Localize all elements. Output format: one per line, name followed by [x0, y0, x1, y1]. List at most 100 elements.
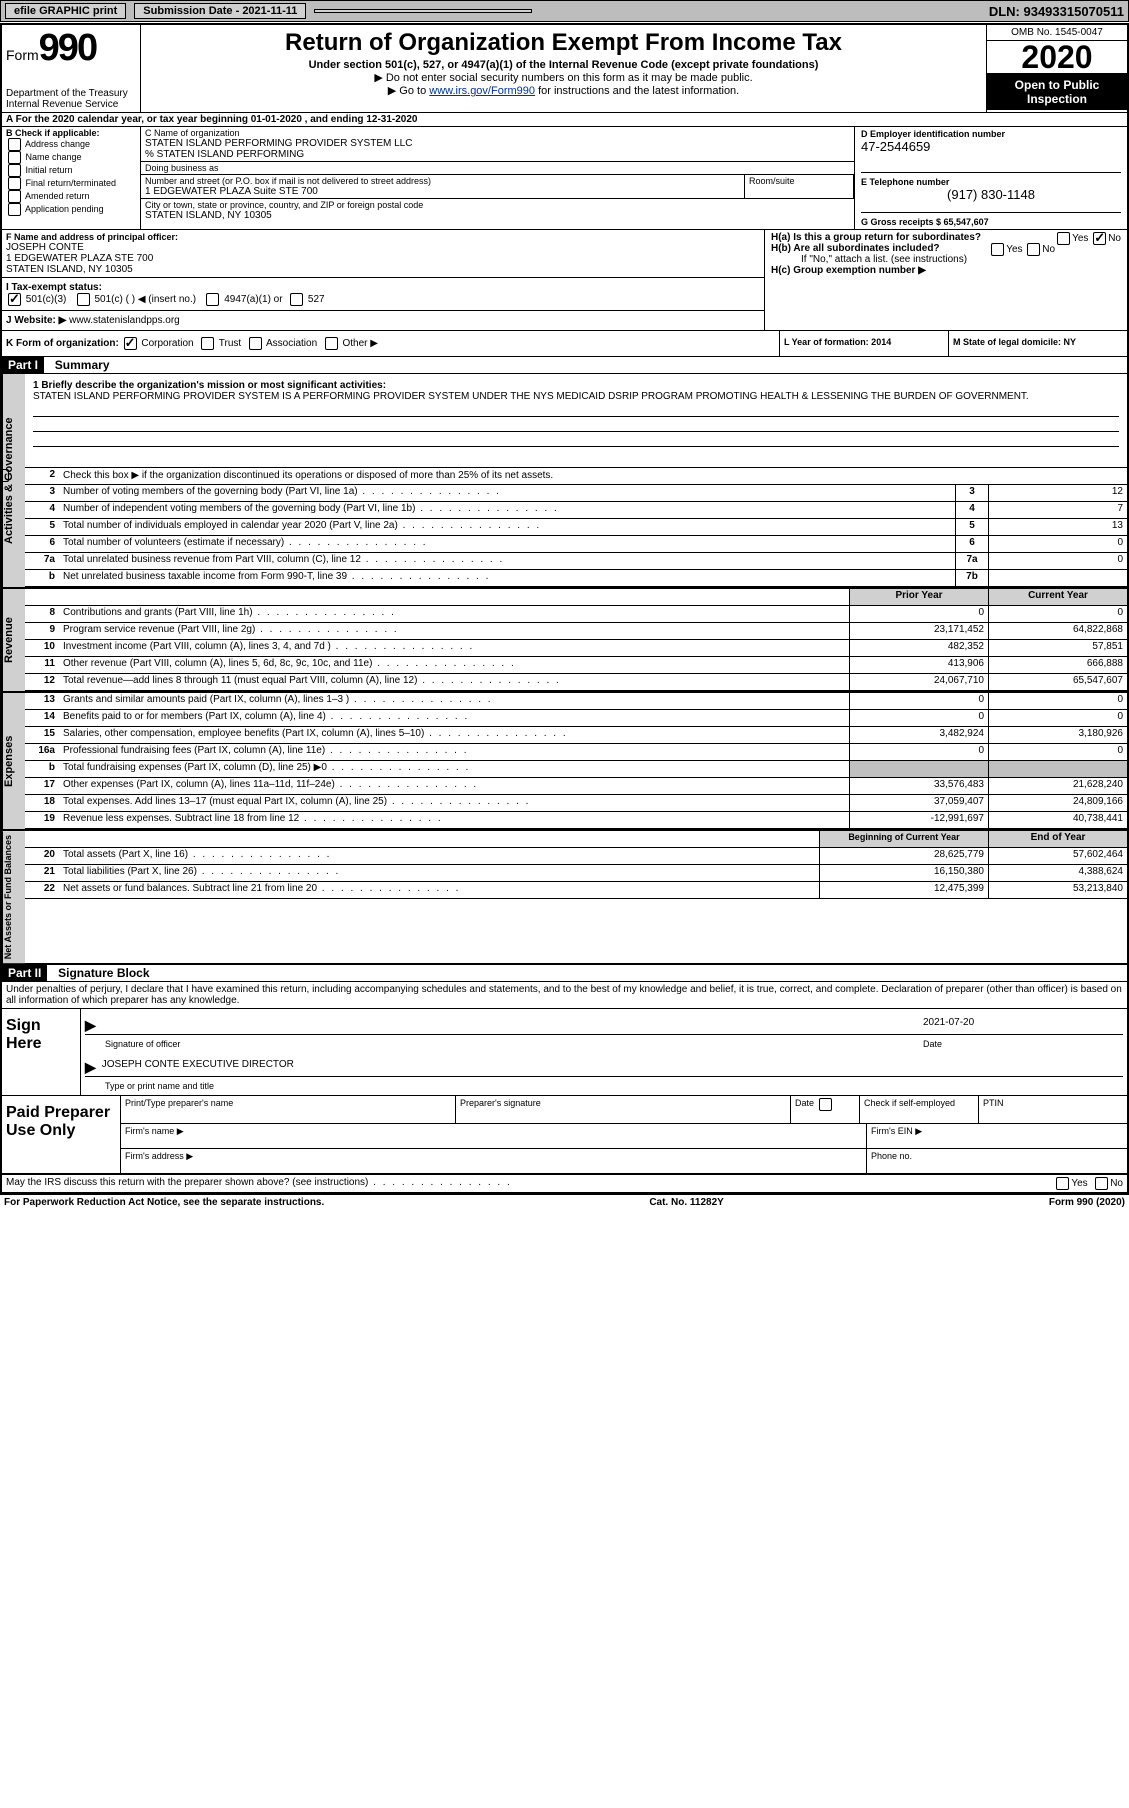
line-desc: Professional fundraising fees (Part IX, …	[59, 744, 849, 760]
opt-final-return: Final return/terminated	[26, 178, 117, 188]
table-row: 5 Total number of individuals employed i…	[25, 519, 1127, 536]
checkbox-assoc[interactable]	[249, 337, 262, 350]
discuss-label: May the IRS discuss this return with the…	[6, 1177, 963, 1190]
prior-value: 12,475,399	[819, 882, 988, 898]
phone-value: (917) 830-1148	[861, 187, 1121, 202]
opt-name-change: Name change	[26, 152, 82, 162]
l-year-formation: L Year of formation: 2014	[780, 331, 949, 356]
officer-name: JOSEPH CONTE	[6, 242, 760, 253]
discuss-no: No	[1110, 1178, 1123, 1189]
checkbox-other[interactable]	[325, 337, 338, 350]
ha-yes: Yes	[1072, 233, 1088, 244]
line-num: 15	[25, 727, 59, 743]
k-label: K Form of organization:	[6, 338, 119, 349]
prior-value: 0	[849, 744, 988, 760]
line-num: 6	[25, 536, 59, 552]
submission-date-button[interactable]: Submission Date - 2021-11-11	[134, 3, 306, 19]
dba-label: Doing business as	[145, 163, 850, 173]
gross-receipts: G Gross receipts $ 65,547,607	[861, 217, 1121, 227]
current-value	[988, 761, 1127, 777]
discuss-row: May the IRS discuss this return with the…	[2, 1175, 1127, 1193]
opt-4947: 4947(a)(1) or	[224, 294, 282, 305]
current-value: 64,822,868	[988, 623, 1127, 639]
prior-value: 37,059,407	[849, 795, 988, 811]
preparer-section: Paid Preparer Use Only Print/Type prepar…	[2, 1096, 1127, 1175]
irs-label: Internal Revenue Service	[6, 99, 136, 110]
checkbox-final-return[interactable]	[8, 177, 21, 190]
table-row: 4 Number of independent voting members o…	[25, 502, 1127, 519]
checkbox-discuss-yes[interactable]	[1056, 1177, 1069, 1190]
checkbox-501c3[interactable]	[8, 293, 21, 306]
current-value: 21,628,240	[988, 778, 1127, 794]
line-desc: Contributions and grants (Part VIII, lin…	[59, 606, 849, 622]
form-footer-label: Form 990 (2020)	[1049, 1197, 1125, 1208]
checkbox-line2[interactable]	[0, 469, 9, 482]
checkbox-corp[interactable]	[124, 337, 137, 350]
block-de: D Employer identification number 47-2544…	[854, 127, 1127, 229]
officer-addr1: 1 EDGEWATER PLAZA STE 700	[6, 253, 760, 264]
prior-value: 413,906	[849, 657, 988, 673]
line-num: 18	[25, 795, 59, 811]
prior-value: 3,482,924	[849, 727, 988, 743]
hb-note: If "No," attach a list. (see instruction…	[771, 254, 1121, 265]
ha-label: H(a) Is this a group return for subordin…	[771, 232, 981, 243]
line-desc: Other expenses (Part IX, column (A), lin…	[59, 778, 849, 794]
checkbox-4947[interactable]	[206, 293, 219, 306]
line-desc: Total fundraising expenses (Part IX, col…	[59, 761, 849, 777]
col-begin-year: Beginning of Current Year	[819, 831, 988, 847]
org-name: STATEN ISLAND PERFORMING PROVIDER SYSTEM…	[145, 138, 850, 149]
current-value: 3,180,926	[988, 727, 1127, 743]
blank-button[interactable]	[314, 9, 532, 13]
checkbox-527[interactable]	[290, 293, 303, 306]
box-num: 4	[955, 502, 988, 518]
city-label: City or town, state or province, country…	[145, 200, 850, 210]
opt-address-change: Address change	[25, 139, 90, 149]
checkbox-amended[interactable]	[8, 190, 21, 203]
prior-value: 0	[849, 710, 988, 726]
checkbox-initial-return[interactable]	[8, 164, 21, 177]
line-desc: Benefits paid to or for members (Part IX…	[59, 710, 849, 726]
table-row: 13 Grants and similar amounts paid (Part…	[25, 693, 1127, 710]
street-value: 1 EDGEWATER PLAZA Suite STE 700	[145, 186, 740, 197]
prior-value: 24,067,710	[849, 674, 988, 690]
form-subtitle: Under section 501(c), 527, or 4947(a)(1)…	[149, 59, 978, 71]
officer-label: F Name and address of principal officer:	[6, 232, 760, 242]
checkbox-501c[interactable]	[77, 293, 90, 306]
section-governance: Activities & Governance 1 Briefly descri…	[2, 374, 1127, 589]
sign-here-label: Sign Here	[2, 1009, 81, 1095]
mission-text: STATEN ISLAND PERFORMING PROVIDER SYSTEM…	[33, 391, 1119, 402]
header-center: Return of Organization Exempt From Incom…	[141, 25, 986, 112]
vlabel-expenses: Expenses	[2, 693, 25, 829]
m-state-domicile: M State of legal domicile: NY	[949, 331, 1127, 356]
page-footer: For Paperwork Reduction Act Notice, see …	[0, 1195, 1129, 1210]
checkbox-hb-no[interactable]	[1027, 243, 1040, 256]
checkbox-name-change[interactable]	[8, 151, 21, 164]
current-value: 666,888	[988, 657, 1127, 673]
line-num-2: 2	[25, 468, 59, 484]
form990-link[interactable]: www.irs.gov/Form990	[429, 85, 535, 97]
col-end-year: End of Year	[988, 831, 1127, 847]
checkbox-hb-yes[interactable]	[991, 243, 1004, 256]
ptin-label: PTIN	[979, 1096, 1127, 1123]
checkbox-address-change[interactable]	[8, 138, 21, 151]
current-value: 4,388,624	[988, 865, 1127, 881]
checkbox-ha-yes[interactable]	[1057, 232, 1070, 245]
current-value: 57,851	[988, 640, 1127, 656]
opt-initial-return: Initial return	[26, 165, 73, 175]
blocks-fhij: F Name and address of principal officer:…	[2, 230, 1127, 331]
block-b-label: B Check if applicable:	[6, 128, 136, 138]
line-num: 13	[25, 693, 59, 709]
checkbox-trust[interactable]	[201, 337, 214, 350]
checkbox-pending[interactable]	[8, 203, 21, 216]
checkbox-self-employed[interactable]	[819, 1098, 832, 1111]
line-num: 9	[25, 623, 59, 639]
section-revenue: Revenue Prior Year Current Year 8 Contri…	[2, 589, 1127, 693]
header-right: OMB No. 1545-0047 2020 Open to Public In…	[986, 25, 1127, 112]
efile-button[interactable]: efile GRAPHIC print	[5, 3, 126, 19]
line-num: 19	[25, 812, 59, 828]
box-num: 7b	[955, 570, 988, 586]
checkbox-discuss-no[interactable]	[1095, 1177, 1108, 1190]
checkbox-ha-no[interactable]	[1093, 232, 1106, 245]
line-desc: Investment income (Part VIII, column (A)…	[59, 640, 849, 656]
line-a: A For the 2020 calendar year, or tax yea…	[2, 113, 1127, 127]
